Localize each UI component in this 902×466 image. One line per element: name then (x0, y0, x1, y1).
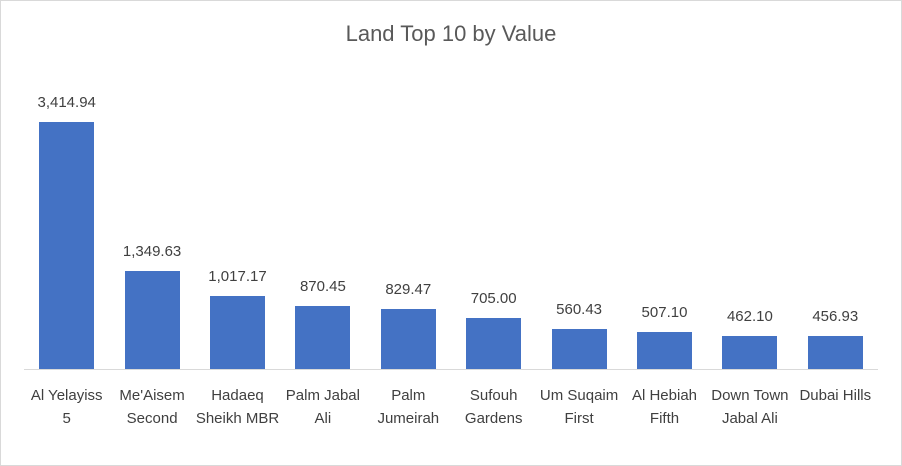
x-tick-label: Al Hebiah Fifth (631, 387, 698, 427)
bar (637, 332, 692, 369)
x-tick-label: Um Suqaim First (539, 387, 619, 427)
value-label: 1,349.63 (122, 243, 182, 261)
value-label: 3,414.94 (37, 94, 96, 112)
value-label: 462.10 (726, 307, 773, 325)
x-tick-label: Me'Aisem Second (119, 387, 185, 427)
value-label: 507.10 (641, 304, 688, 322)
value-label: 829.47 (385, 281, 432, 299)
x-tick-label: Palm Jumeirah (377, 387, 440, 427)
x-axis-line (24, 369, 878, 370)
value-label: 870.45 (299, 278, 346, 296)
value-label: 705.00 (470, 290, 517, 308)
value-label: 560.43 (556, 300, 603, 318)
bar (295, 306, 351, 369)
x-tick-label: Sufouh Gardens (464, 387, 523, 427)
value-label: 456.93 (812, 307, 859, 325)
value-label: 1,017.17 (208, 267, 267, 285)
bar (551, 328, 607, 369)
bar (807, 335, 863, 369)
bar (210, 295, 265, 369)
bar (124, 271, 180, 369)
bar (466, 318, 522, 369)
x-tick-label: Dubai Hills (799, 387, 872, 404)
bar (380, 309, 436, 369)
bar (39, 122, 95, 369)
x-tick-label: Hadaeq Sheikh MBR (195, 387, 280, 427)
chart-title: Land Top 10 by Value (345, 21, 557, 46)
bar (722, 335, 778, 369)
x-tick-label: Down Town Jabal Ali (711, 387, 789, 427)
x-tick-label: Palm Jabal Ali (285, 387, 360, 427)
x-tick-label: Al Yelayiss 5 (30, 387, 103, 427)
